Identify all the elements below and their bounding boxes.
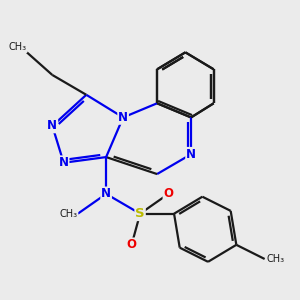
Text: N: N bbox=[47, 119, 57, 132]
Text: S: S bbox=[135, 207, 145, 220]
Text: CH₃: CH₃ bbox=[266, 254, 284, 264]
Text: O: O bbox=[127, 238, 136, 251]
Text: O: O bbox=[164, 188, 173, 200]
Text: N: N bbox=[101, 188, 111, 200]
Text: CH₃: CH₃ bbox=[9, 42, 27, 52]
Text: N: N bbox=[118, 111, 128, 124]
Text: N: N bbox=[59, 156, 69, 169]
Text: N: N bbox=[186, 148, 196, 161]
Text: CH₃: CH₃ bbox=[60, 209, 78, 219]
